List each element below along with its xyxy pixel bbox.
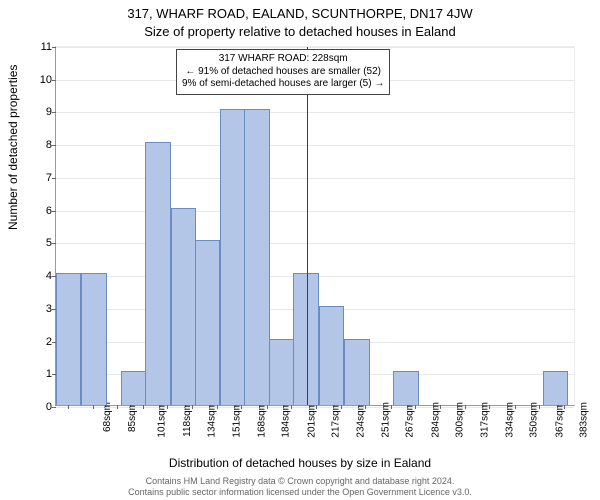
x-tick-mark (217, 405, 218, 409)
y-tick-mark (52, 80, 56, 81)
x-tick-label: 118sqm (182, 402, 193, 437)
y-tick-label: 0 (28, 401, 52, 413)
x-tick-mark (316, 405, 317, 409)
x-tick-mark (465, 405, 466, 409)
histogram-bar (319, 306, 345, 405)
x-tick-label: 300sqm (454, 402, 465, 438)
x-axis-label: Distribution of detached houses by size … (0, 456, 600, 470)
x-tick-label: 68sqm (102, 402, 113, 432)
y-tick-mark (52, 211, 56, 212)
y-tick-label: 5 (28, 237, 52, 249)
y-tick-mark (52, 112, 56, 113)
x-tick-mark (291, 405, 292, 409)
y-tick-label: 6 (28, 205, 52, 217)
x-tick-mark (440, 405, 441, 409)
gridline (56, 243, 574, 244)
chart-container: { "titles": { "line1": "317, WHARF ROAD,… (0, 0, 600, 500)
x-tick-mark (117, 405, 118, 409)
y-tick-mark (52, 145, 56, 146)
annotation-line: 317 WHARF ROAD: 228sqm (182, 53, 384, 66)
y-tick-label: 7 (28, 172, 52, 184)
x-tick-mark (515, 405, 516, 409)
y-tick-label: 10 (28, 74, 52, 86)
reference-line (307, 47, 308, 405)
annotation-line: ← 91% of detached houses are smaller (52… (182, 66, 384, 79)
histogram-bar (81, 273, 107, 405)
y-axis-label: Number of detached properties (6, 65, 20, 230)
histogram-bar (56, 273, 82, 405)
histogram-bar (244, 109, 270, 405)
y-tick-label: 9 (28, 106, 52, 118)
gridline (56, 145, 574, 146)
y-tick-label: 2 (28, 336, 52, 348)
gridline (56, 112, 574, 113)
y-tick-label: 4 (28, 270, 52, 282)
histogram-bar (344, 339, 370, 405)
histogram-bar (145, 142, 171, 405)
x-tick-mark (167, 405, 168, 409)
y-tick-mark (52, 47, 56, 48)
gridline (56, 178, 574, 179)
histogram-bar (195, 240, 221, 405)
x-tick-mark (564, 405, 565, 409)
histogram-bar (220, 109, 246, 405)
gridline (56, 211, 574, 212)
x-tick-mark (391, 405, 392, 409)
chart-subtitle: Size of property relative to detached ho… (0, 24, 600, 39)
histogram-bar (171, 208, 197, 405)
annotation-box: 317 WHARF ROAD: 228sqm← 91% of detached … (176, 49, 390, 95)
annotation-line: 9% of semi-detached houses are larger (5… (182, 78, 384, 91)
y-tick-label: 11 (28, 41, 52, 53)
gridline (56, 47, 574, 48)
x-tick-mark (241, 405, 242, 409)
histogram-bar (393, 371, 419, 405)
x-tick-label: 383sqm (578, 402, 589, 438)
y-tick-label: 1 (28, 368, 52, 380)
y-tick-mark (52, 178, 56, 179)
footer-line-1: Contains HM Land Registry data © Crown c… (0, 476, 600, 487)
y-tick-label: 8 (28, 139, 52, 151)
x-tick-mark (489, 405, 490, 409)
x-tick-mark (143, 405, 144, 409)
y-tick-mark (52, 243, 56, 244)
x-tick-label: 134sqm (206, 402, 217, 438)
x-tick-mark (68, 405, 69, 409)
x-tick-mark (93, 405, 94, 409)
x-tick-label: 217sqm (330, 402, 341, 438)
x-tick-label: 85sqm (127, 402, 138, 432)
y-tick-mark (52, 407, 56, 408)
histogram-bar (293, 273, 319, 405)
x-tick-mark (415, 405, 416, 409)
x-tick-mark (341, 405, 342, 409)
footer-line-2: Contains public sector information licen… (0, 487, 600, 498)
footer-attribution: Contains HM Land Registry data © Crown c… (0, 476, 600, 498)
histogram-bar (121, 371, 147, 405)
x-tick-mark (539, 405, 540, 409)
plot-area: 0123456789101168sqm85sqm101sqm118sqm134s… (55, 46, 575, 406)
histogram-bar (543, 371, 569, 405)
x-tick-mark (267, 405, 268, 409)
y-tick-label: 3 (28, 303, 52, 315)
x-tick-mark (365, 405, 366, 409)
histogram-bar (269, 339, 295, 405)
x-tick-mark (192, 405, 193, 409)
chart-title-address: 317, WHARF ROAD, EALAND, SCUNTHORPE, DN1… (0, 6, 600, 21)
